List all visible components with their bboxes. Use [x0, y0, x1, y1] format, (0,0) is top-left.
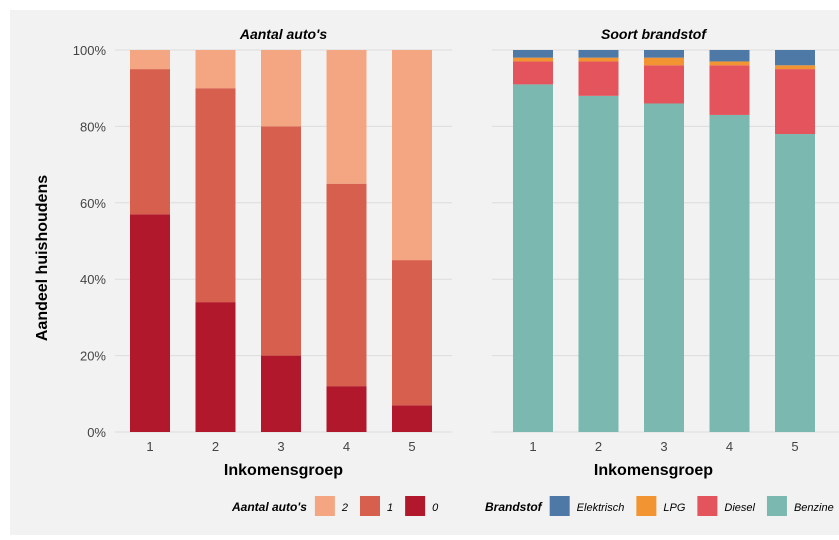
y-tick-label: 60%	[80, 196, 106, 211]
y-tick-label: 20%	[80, 349, 106, 364]
panel-1-x-tick-label: 4	[343, 439, 350, 454]
y-tick-label: 40%	[80, 272, 106, 287]
panel-1-legend-swatch-0	[405, 496, 426, 516]
y-tick-label: 80%	[80, 119, 106, 134]
panel-2-bar-benzine-4	[709, 114, 750, 432]
panel-1-legend-title: Aantal auto's	[231, 500, 307, 514]
panel-2-bar-elektrisch-2	[578, 50, 619, 58]
panel-2-x-axis-label: Inkomensgroep	[594, 462, 713, 479]
panel-1-bar-2-5	[392, 50, 432, 261]
panel-2-x-tick-label: 5	[791, 439, 798, 454]
panel-2-x-tick-label: 3	[660, 439, 667, 454]
panel-2-x-tick-label: 1	[529, 439, 536, 454]
panel-1-bar-0-2	[195, 302, 236, 432]
panel-1-bar-1-3	[261, 126, 301, 356]
panel-1-bar-0-5	[392, 405, 432, 432]
panel-2-bar-lpg-2	[578, 57, 619, 62]
panel-1-bar-2-2	[195, 50, 236, 89]
y-tick-label: 100%	[73, 43, 107, 58]
panel-1-x-tick-label: 2	[212, 439, 219, 454]
panel-2-bar-benzine-5	[775, 134, 815, 432]
panel-2-legend-swatch-benzine	[766, 496, 787, 516]
panel-1-legend-swatch-2	[314, 496, 335, 516]
panel-2-bar-diesel-3	[644, 65, 684, 104]
panel-1-legend-label-2: 2	[341, 502, 348, 514]
panel-1-legend-swatch-1	[360, 496, 380, 516]
panel-2-title: Soort brandstof	[601, 26, 707, 42]
panel-2-bar-elektrisch-4	[709, 50, 750, 62]
panel-1-bar-0-1	[130, 214, 170, 432]
panel-2-bar-benzine-1	[513, 84, 553, 432]
panel-1-bar-2-1	[130, 50, 170, 70]
panel-2-legend-label-diesel: Diesel	[724, 502, 755, 514]
panel-2-legend-label-lpg: LPG	[663, 502, 685, 514]
panel-1-x-axis-label: Inkomensgroep	[224, 462, 343, 479]
panel-2-bar-lpg-3	[644, 57, 684, 66]
panel-2-x-tick-label: 2	[595, 439, 602, 454]
panel-2-legend-title: Brandstof	[485, 500, 543, 514]
panel-1-legend-label-0: 0	[432, 502, 439, 514]
panel-2-legend-swatch-elektrisch	[549, 496, 570, 516]
panel-1-bar-1-4	[326, 183, 367, 387]
panel-1-bar-1-5	[392, 260, 432, 406]
panel-1-bar-1-2	[195, 88, 236, 303]
panel-1-x-tick-label: 1	[146, 439, 153, 454]
panel-2-bar-diesel-2	[578, 61, 619, 96]
panel-1-bar-0-4	[326, 386, 367, 432]
panel-2-bar-benzine-3	[644, 103, 684, 432]
y-tick-label: 0%	[87, 425, 106, 440]
panel-2-bar-diesel-5	[775, 69, 815, 135]
panel-2-bar-lpg-5	[775, 65, 815, 70]
panel-2-bar-lpg-1	[513, 57, 553, 62]
chart-figure: Aandeel huishoudens 0% 20% 40% 60% 80% 100% Aa…	[10, 10, 839, 535]
panel-2-x-tick-label: 4	[726, 439, 733, 454]
panel-2-bar-elektrisch-5	[775, 50, 815, 66]
panel-2-bar-benzine-2	[578, 95, 619, 432]
panel-1-bar-2-3	[261, 50, 301, 127]
chart-svg: Aandeel huishoudens 0% 20% 40% 60% 80% 100% Aa…	[34, 26, 839, 516]
panel-1-bar-0-3	[261, 355, 301, 432]
panel-2-bar-lpg-4	[709, 61, 750, 66]
panel-2-bar-diesel-4	[709, 65, 750, 115]
panel-1-title: Aantal auto's	[239, 26, 328, 42]
panel-1-bar-1-1	[130, 69, 170, 215]
panel-1-legend-label-1: 1	[387, 502, 393, 514]
panel-2-legend-label-benzine: Benzine	[794, 502, 834, 514]
panel-2-bar-elektrisch-1	[513, 50, 553, 58]
panel-2-legend-swatch-lpg	[636, 496, 657, 516]
y-axis-label: Aandeel huishoudens	[34, 175, 51, 341]
panel-1-bar-2-4	[326, 50, 367, 184]
panel-2-bar-diesel-1	[513, 61, 553, 85]
panel-2-legend-label-elektrisch: Elektrisch	[577, 502, 625, 514]
panel-1-x-tick-label: 3	[277, 439, 284, 454]
panel-2-bar-elektrisch-3	[644, 50, 684, 58]
panel-2-legend-swatch-diesel	[697, 496, 718, 516]
panel-1-x-tick-label: 5	[408, 439, 415, 454]
